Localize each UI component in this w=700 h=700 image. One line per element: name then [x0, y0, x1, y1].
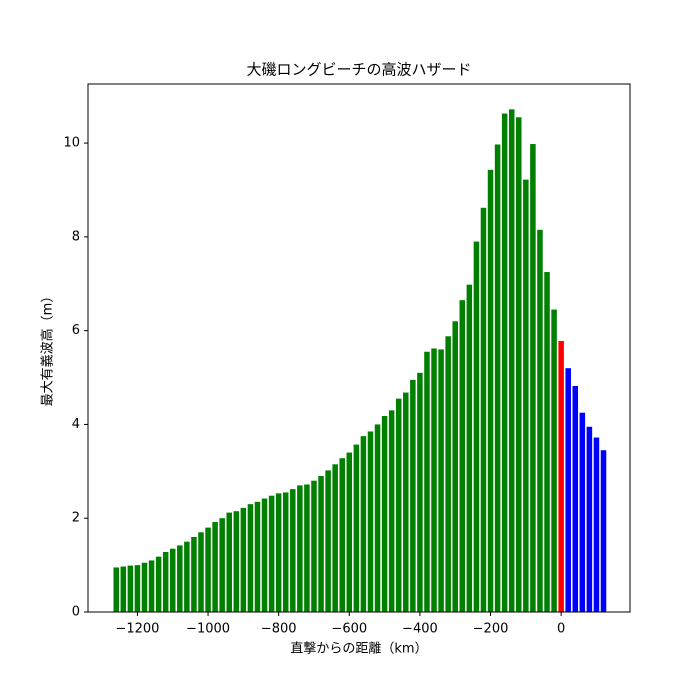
bar: [233, 511, 240, 612]
bar: [247, 504, 254, 612]
bar: [198, 532, 204, 612]
y-tick-label: 8: [72, 229, 80, 244]
x-tick-label: 0: [557, 622, 565, 637]
y-tick-label: 10: [63, 136, 80, 151]
bar: [381, 415, 388, 612]
bar: [318, 476, 324, 612]
bar: [184, 541, 190, 612]
x-axis-label: 直撃からの距離（km）: [290, 641, 427, 657]
bar: [544, 272, 550, 612]
bar: [304, 484, 310, 612]
bar: [410, 379, 416, 612]
bar: [600, 450, 607, 612]
bar: [339, 458, 345, 612]
bar: [508, 109, 515, 612]
bar: [127, 565, 134, 612]
bar: [572, 385, 579, 612]
bar: [325, 470, 331, 612]
bar: [240, 507, 247, 612]
bar: [586, 426, 593, 612]
bar: [332, 464, 338, 612]
y-tick-label: 0: [72, 605, 80, 620]
bar: [169, 548, 176, 612]
bar: [360, 436, 367, 612]
bar: [275, 493, 282, 612]
bar: [297, 485, 303, 612]
bar: [191, 536, 197, 612]
bar: [162, 551, 169, 612]
plot-frame: [87, 83, 631, 613]
bar: [141, 562, 148, 612]
bar: [438, 349, 444, 612]
bar: [219, 518, 225, 612]
bar: [445, 336, 451, 612]
bar: [155, 556, 162, 612]
bar: [374, 424, 381, 612]
bar: [466, 284, 473, 612]
x-tick-label: −400: [402, 622, 438, 637]
x-tick-label: −1000: [186, 622, 230, 637]
bar: [494, 144, 501, 612]
bar: [134, 565, 141, 612]
bar: [261, 498, 268, 612]
bar: [593, 437, 600, 612]
bar: [282, 492, 289, 612]
bar: [346, 452, 353, 612]
bar: [353, 444, 360, 612]
bar: [480, 207, 487, 613]
bar: [403, 392, 409, 612]
x-tick-label: −800: [261, 622, 297, 637]
bar: [212, 521, 218, 612]
bar: [177, 545, 183, 612]
bar: [473, 241, 480, 612]
bar: [367, 431, 374, 612]
bar: [579, 412, 586, 612]
bar: [565, 368, 571, 612]
x-tick-label: −1200: [115, 622, 159, 637]
bar: [290, 489, 296, 612]
bar: [268, 495, 275, 612]
bar: [120, 566, 127, 612]
y-tick-label: 6: [72, 323, 80, 338]
bar: [148, 560, 155, 612]
bar: [417, 372, 423, 612]
bar: [459, 300, 466, 612]
x-tick-label: −600: [331, 622, 367, 637]
bar: [452, 321, 458, 612]
bar: [395, 398, 402, 612]
y-tick-label: 4: [72, 417, 80, 432]
bar: [113, 567, 120, 612]
bar: [516, 117, 522, 612]
bar: [551, 309, 557, 612]
bar: [487, 169, 494, 613]
bar: [424, 351, 430, 612]
bar: [431, 348, 437, 612]
y-tick-label: 2: [72, 511, 80, 526]
y-axis-label: 最大有義波高（m）: [40, 290, 56, 407]
bar: [311, 480, 317, 612]
bar: [205, 527, 211, 612]
bar: [537, 229, 543, 612]
chart-title: 大磯ロングビーチの高波ハザード: [246, 61, 471, 79]
bar: [501, 113, 508, 612]
bar: [523, 179, 529, 612]
bar: [530, 144, 536, 613]
bar: [226, 512, 232, 612]
bar: [254, 501, 261, 612]
bar: [388, 410, 395, 612]
x-tick-label: −200: [473, 622, 509, 637]
bar: [558, 340, 564, 612]
